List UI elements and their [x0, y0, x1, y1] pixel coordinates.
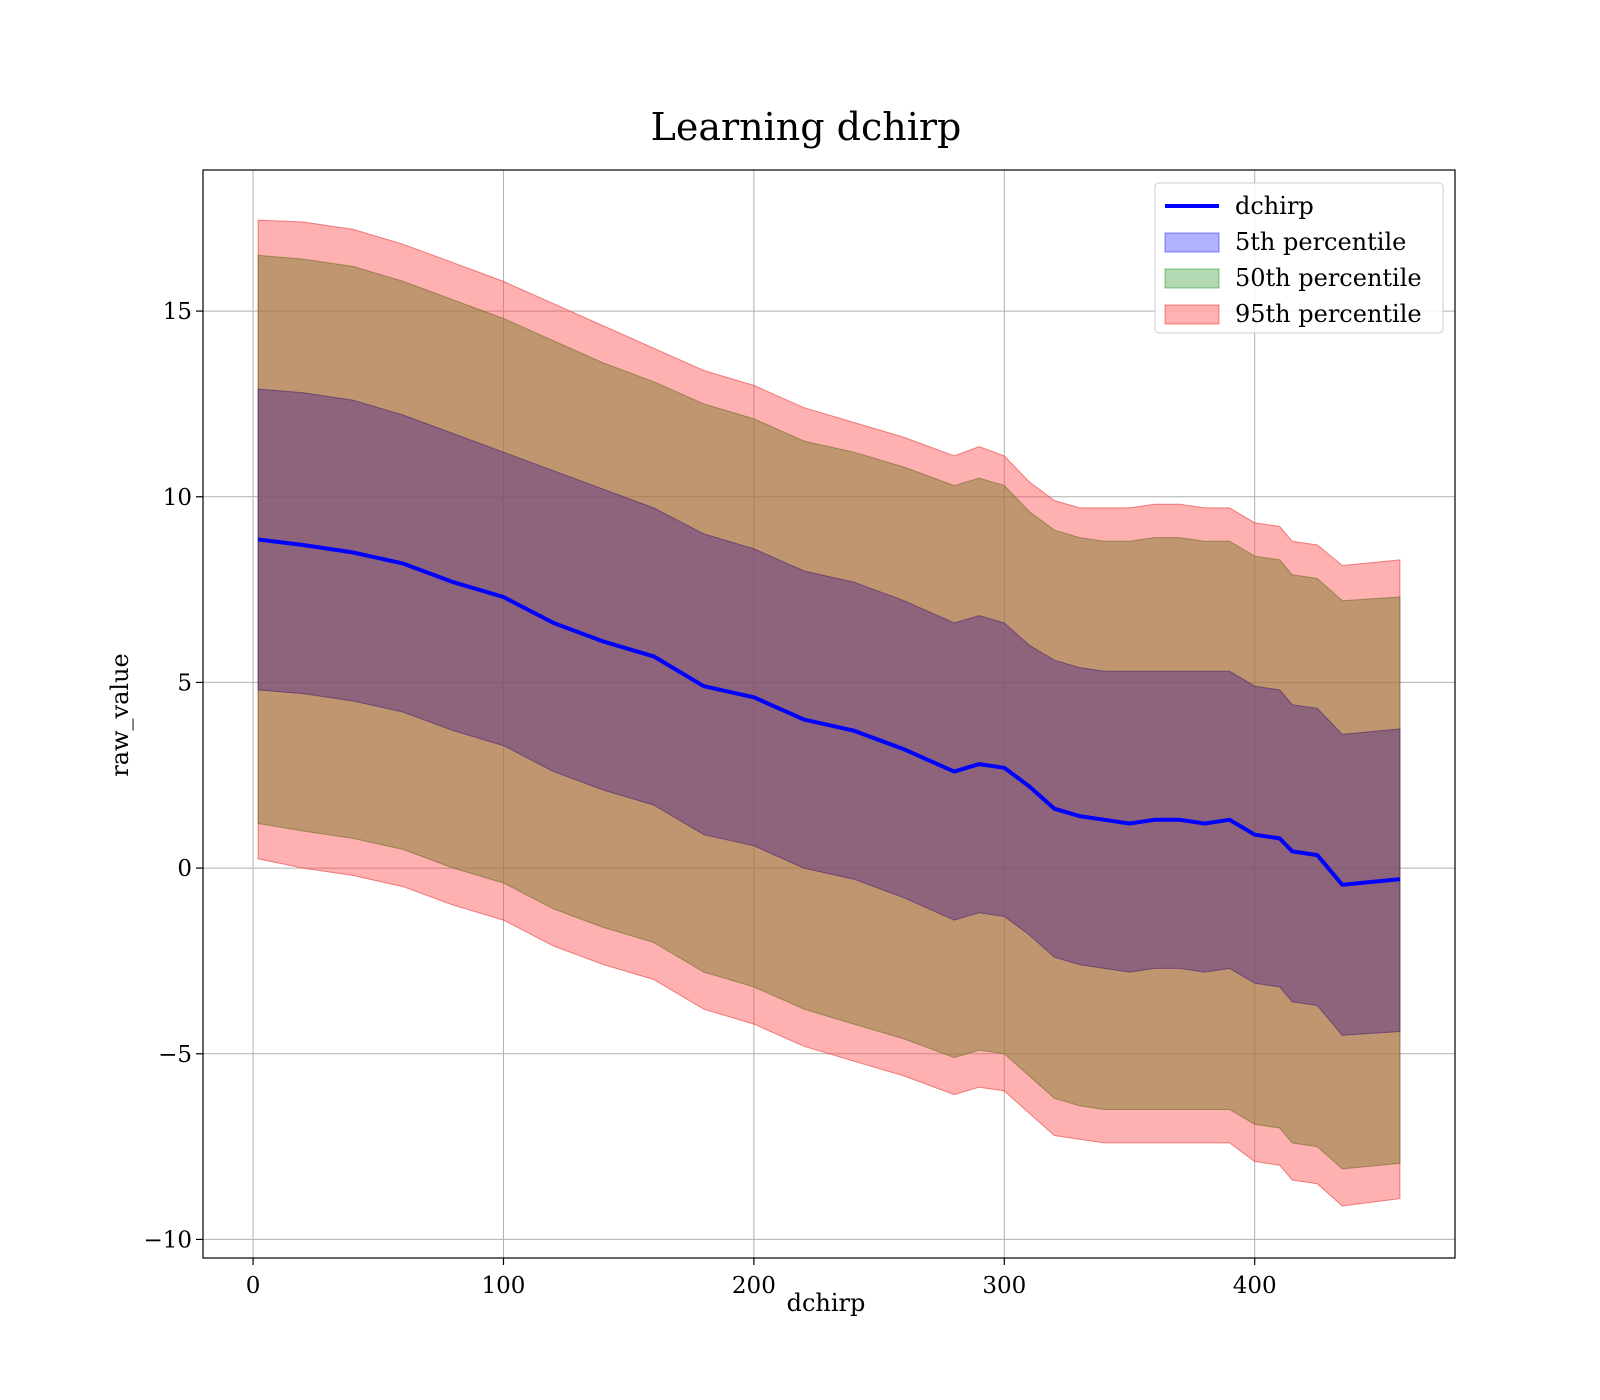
- series-lines: [257, 537, 1401, 887]
- x-tick-label: 100: [482, 1273, 526, 1299]
- y-axis-ticks: −10 −5 0 5 10 15: [143, 299, 203, 1253]
- legend-label-5th-percentile: 5th percentile: [1235, 228, 1406, 256]
- series-line-dchirp: [257, 537, 1401, 887]
- x-tick-label: 300: [982, 1273, 1026, 1299]
- y-tick-label: 15: [163, 299, 192, 325]
- y-tick-label: −10: [143, 1227, 192, 1253]
- legend-label-50th-percentile: 50th percentile: [1235, 264, 1422, 292]
- x-axis-label: dchirp: [787, 1289, 866, 1317]
- legend-label-dchirp: dchirp: [1235, 192, 1314, 220]
- y-tick-label: 5: [177, 670, 192, 696]
- x-axis-ticks: 0 100 200 300 400: [246, 1258, 1277, 1299]
- legend-swatch-5th-percentile: [1164, 232, 1220, 253]
- legend-swatch-50th-percentile: [1164, 268, 1220, 289]
- percentile-bands: [257, 219, 1401, 1207]
- legend-label-95th-percentile: 95th percentile: [1235, 300, 1422, 328]
- chart-title: Learning dchirp: [651, 105, 962, 149]
- legend-swatch-95th-percentile: [1164, 304, 1220, 325]
- legend-frame: [1154, 182, 1444, 334]
- y-tick-label: 10: [163, 485, 192, 511]
- legend-items: dchirp 5th percentile 50th percentile 95th …: [1164, 192, 1422, 328]
- y-tick-label: 0: [177, 856, 192, 882]
- x-tick-label: 0: [246, 1273, 261, 1299]
- x-tick-label: 200: [732, 1273, 776, 1299]
- y-tick-label: −5: [158, 1042, 192, 1068]
- legend: dchirp 5th percentile 50th percentile 95th …: [1154, 182, 1444, 334]
- y-axis-label: raw_value: [106, 653, 134, 777]
- plot-frame: [202, 169, 1456, 1259]
- x-tick-label: 400: [1233, 1273, 1277, 1299]
- band-5th-percentile: [257, 388, 1401, 1036]
